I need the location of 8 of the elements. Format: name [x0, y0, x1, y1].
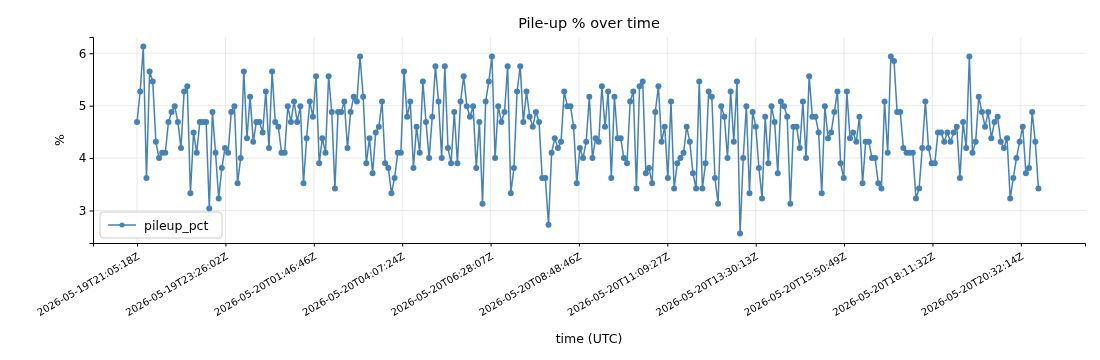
- y-tick-label: 6: [78, 46, 87, 61]
- chart-title: Pile-up % over time: [518, 15, 660, 31]
- y-tick-label: 3: [78, 203, 87, 218]
- y-tick-label: 5: [78, 99, 87, 114]
- y-tick-label: 4: [78, 151, 87, 166]
- y-axis-title: %: [52, 133, 67, 146]
- legend-label: pileup_pct: [144, 217, 209, 233]
- x-axis-title: time (UTC): [555, 331, 623, 346]
